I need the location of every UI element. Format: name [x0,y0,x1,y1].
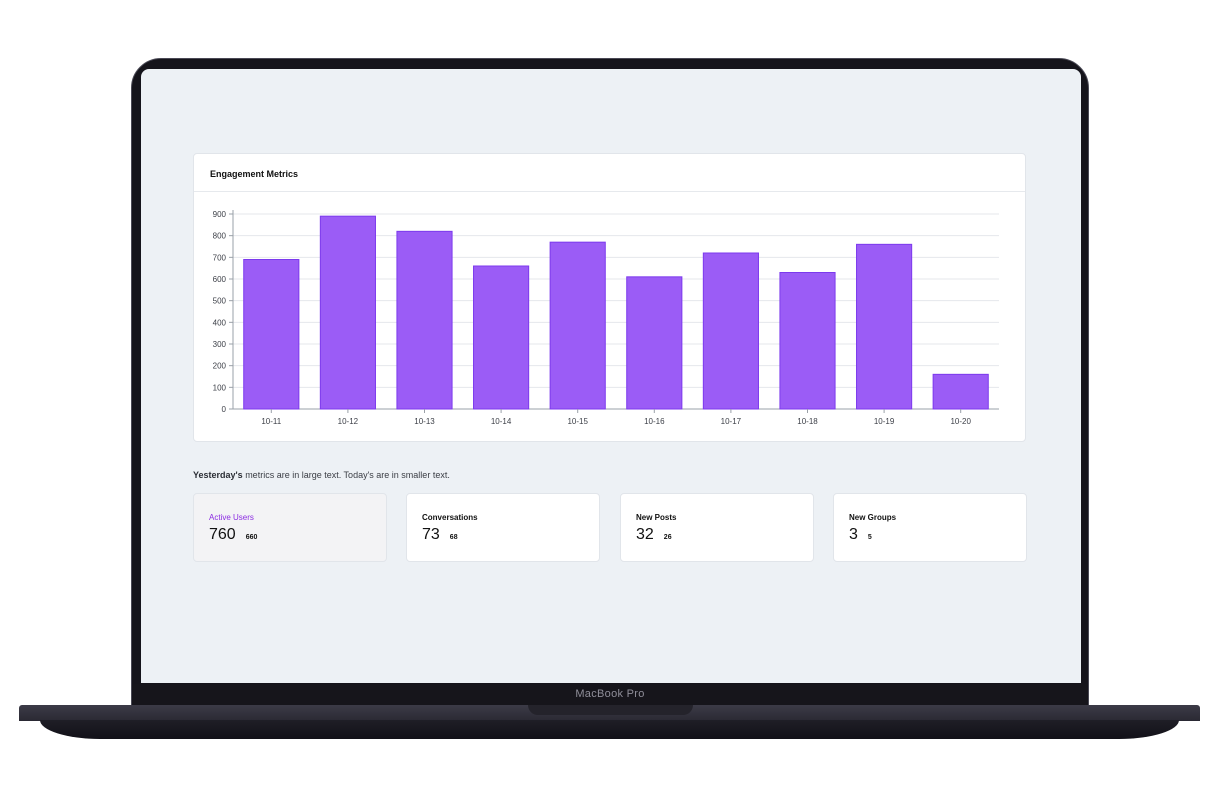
x-tick-label: 10-12 [338,417,359,426]
engagement-chart-card: Engagement Metrics 0 100 200 300 400 500 600 70… [193,153,1026,442]
y-tick-label: 0 [222,405,227,414]
metric-card-conversations[interactable]: Conversations 73 68 [406,493,600,562]
y-tick-label: 800 [213,232,227,241]
y-tick-label: 500 [213,297,227,306]
brand-label: MacBook Pro [575,688,645,700]
bar [932,373,989,410]
x-tick-label: 10-18 [797,417,818,426]
y-tick-label: 400 [213,318,227,327]
x-tick-label: 10-16 [644,417,665,426]
laptop-chin [133,684,1087,706]
metric-today-value: 5 [867,534,872,541]
metric-yesterday-value: 73 [422,526,440,543]
metric-yesterday-value: 760 [209,526,236,543]
metric-card-active-users[interactable]: Active Users 760 660 [193,493,387,562]
metric-label: Conversations [422,513,478,522]
metric-card-new-posts[interactable]: New Posts 32 26 [620,493,814,562]
x-tick-label: 10-20 [950,417,971,426]
screen: Engagement Metrics 0 100 200 300 400 500 600 70… [141,69,1081,683]
metrics-caption: Yesterday's metrics are in large text. T… [193,470,450,480]
y-tick-label: 900 [213,210,227,219]
x-tick-label: 10-15 [567,417,588,426]
bar [396,230,453,410]
metric-yesterday-value: 32 [636,526,654,543]
bar [702,252,759,410]
metric-today-value: 26 [663,534,672,541]
metric-yesterday-value: 3 [849,526,858,543]
metric-today-value: 660 [245,534,258,541]
x-tick-label: 10-14 [491,417,512,426]
y-tick-label: 300 [213,340,227,349]
bar [319,215,376,410]
y-tick-label: 100 [213,383,227,392]
bar [243,259,300,410]
bar [779,272,836,410]
x-tick-label: 10-13 [414,417,435,426]
metric-today-value: 68 [449,534,458,541]
y-tick-label: 200 [213,362,227,371]
metric-label: New Posts [636,513,677,522]
x-tick-label: 10-19 [874,417,895,426]
metric-label: Active Users [209,513,254,522]
metric-card-new-groups[interactable]: New Groups 3 5 [833,493,1027,562]
laptop-notch [528,705,693,715]
x-tick-label: 10-11 [261,417,281,426]
laptop-base-bottom [40,720,1179,739]
metric-label: New Groups [849,513,897,522]
y-tick-label: 700 [213,253,227,262]
x-tick-label: 10-17 [721,417,742,426]
caption-text: metrics are in large text. Today's are i… [242,470,450,480]
y-tick-label: 600 [213,275,227,284]
bar [626,276,683,410]
bar [473,265,530,410]
engagement-bar-chart: 0 100 200 300 400 500 600 700 800 900 10-11 10-12 10… [213,210,999,426]
chart-card-title: Engagement Metrics [194,154,1025,192]
bar [856,243,913,410]
caption-bold: Yesterday's [193,470,243,480]
bar [549,241,606,410]
